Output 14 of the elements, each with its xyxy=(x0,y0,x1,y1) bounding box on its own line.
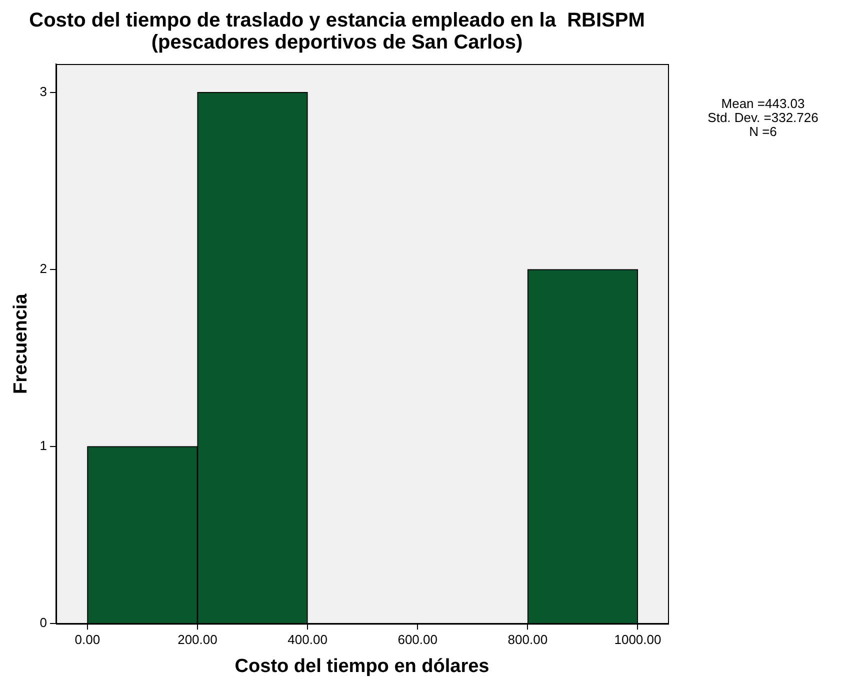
text: Mean =443.03 Std. Dev. =332.726 N =6 xyxy=(708,96,818,140)
x-tick-label: 600.00 xyxy=(398,632,438,647)
y-tick-label: 0 xyxy=(40,615,48,630)
chart-title: Costo del tiempo de traslado y estancia empleado en la RBISPM (pescadores deportivos de San Carlos) xyxy=(29,10,645,54)
x-axis-title: Costo del tiempo en dólares xyxy=(234,656,490,677)
x-tick-label: 400.00 xyxy=(288,632,328,647)
y-axis-title: Frecuencia xyxy=(10,293,32,394)
y-tick-label: 3 xyxy=(40,84,48,99)
x-tick-label: 200.00 xyxy=(178,632,218,647)
x-tick-label: 800.00 xyxy=(508,632,548,647)
x-tick-label: 1000.00 xyxy=(614,632,662,647)
x-tick-label: 0.00 xyxy=(74,632,100,647)
y-tick-label: 1 xyxy=(40,438,48,454)
y-tick-label: 2 xyxy=(40,261,48,276)
